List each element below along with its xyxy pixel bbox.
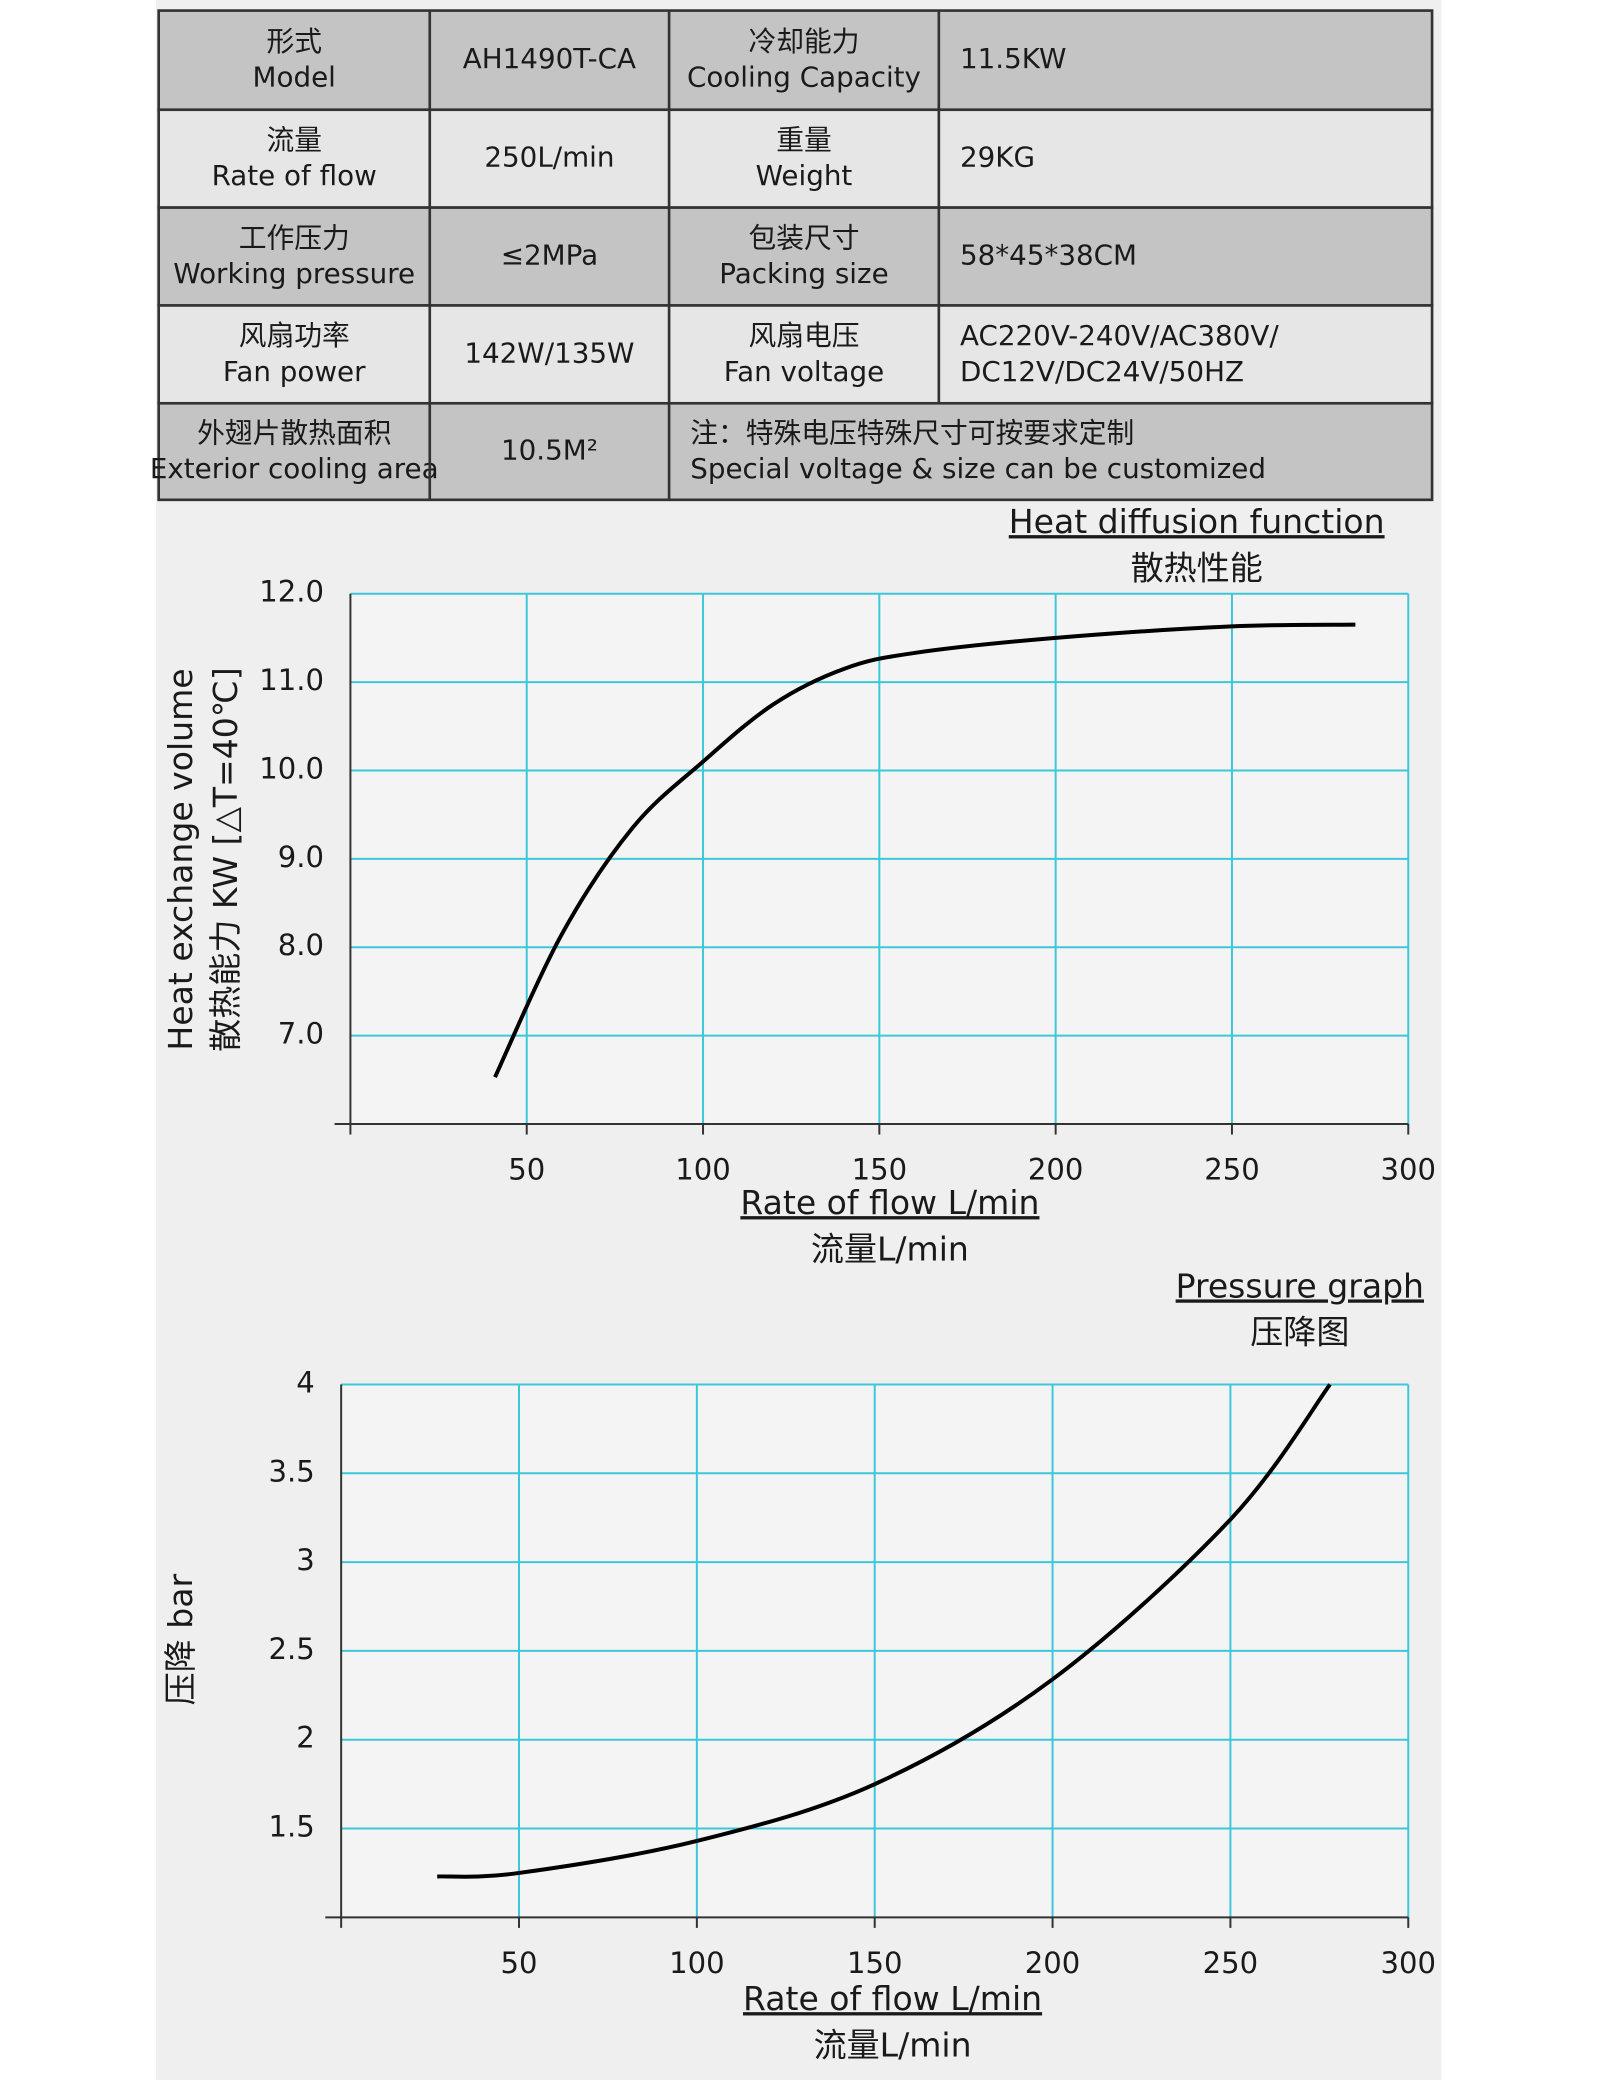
y-tick-label: 8.0	[278, 928, 324, 962]
y-axis-label-sub: 散热能力 KW [△T=40℃]	[206, 667, 245, 1052]
x-axis-label: Rate of flow L/min	[740, 1183, 1039, 1222]
table-cell: Rate of flow	[212, 159, 377, 192]
chart-subtitle: 散热性能	[1131, 548, 1263, 587]
series-line	[493, 622, 1356, 1078]
y-tick-label: 2	[296, 1721, 315, 1755]
table-cell: Exterior cooling area	[150, 452, 439, 485]
x-tick-label: 200	[1025, 1946, 1081, 1980]
table-cell: AC220V-240V/AC380V/	[960, 319, 1279, 352]
table-cell: Fan voltage	[724, 355, 885, 388]
chart-title: Heat diffusion function	[1009, 502, 1385, 541]
table-cell: 注：特殊电压特殊尺寸可按要求定制	[690, 416, 1134, 449]
table-cell: Fan power	[223, 355, 366, 388]
x-tick-label: 300	[1381, 1946, 1437, 1980]
table-cell: 重量	[776, 123, 832, 156]
table-cell: 形式	[266, 25, 322, 58]
table-cell: Working pressure	[173, 257, 415, 290]
table-cell: ≤2MPa	[501, 239, 598, 272]
y-tick-label: 10.0	[259, 751, 324, 785]
table-cell: Weight	[756, 159, 853, 192]
chart-title: Pressure graph	[1176, 1266, 1424, 1305]
y-tick-label: 9.0	[278, 840, 324, 874]
x-tick-label: 250	[1203, 1946, 1259, 1980]
series-line	[437, 1383, 1332, 1879]
table-cell: 外翅片散热面积	[197, 416, 391, 449]
table-row	[157, 401, 1434, 502]
y-tick-label: 11.0	[259, 663, 324, 697]
x-tick-label: 150	[852, 1153, 908, 1187]
y-tick-label: 1.5	[268, 1810, 314, 1844]
table-cell: DC12V/DC24V/50HZ	[960, 355, 1244, 388]
table-row	[157, 206, 1434, 307]
x-tick-label: 100	[675, 1153, 731, 1187]
x-axis-label: Rate of flow L/min	[743, 1979, 1042, 2018]
table-cell: 工作压力	[239, 221, 350, 254]
table-cell: 250L/min	[484, 141, 614, 174]
table-cell: Model	[253, 61, 336, 94]
x-tick-label: 50	[501, 1946, 538, 1980]
x-tick-label: 300	[1381, 1153, 1437, 1187]
table-cell: 流量	[266, 123, 322, 156]
table-cell: 142W/135W	[464, 336, 634, 369]
x-axis-label-sub: 流量L/min	[814, 2025, 972, 2064]
table-cell: 冷却能力	[748, 25, 859, 58]
y-axis-label: Heat exchange volume	[161, 668, 200, 1050]
y-tick-label: 3	[296, 1543, 315, 1577]
table-cell: 29KG	[960, 141, 1035, 174]
chart-subtitle: 压降图	[1250, 1313, 1349, 1352]
table-cell: Special voltage & size can be customized	[690, 452, 1266, 485]
table-row	[157, 304, 1434, 405]
y-tick-label: 7.0	[278, 1017, 324, 1051]
x-tick-label: 250	[1204, 1153, 1260, 1187]
x-axis-label-sub: 流量L/min	[811, 1229, 969, 1268]
table-cell: Packing size	[719, 257, 888, 290]
x-tick-label: 150	[847, 1946, 903, 1980]
table-cell: 10.5M²	[501, 434, 598, 467]
table-cell: 11.5KW	[960, 42, 1066, 75]
x-tick-label: 50	[508, 1153, 545, 1187]
y-axis-label: 压降 bar	[161, 1574, 200, 1706]
table-cell: 包装尺寸	[748, 221, 859, 254]
table-cell: 风扇电压	[748, 319, 859, 352]
y-tick-label: 4	[296, 1365, 315, 1399]
y-tick-label: 12.0	[259, 575, 324, 609]
y-tick-label: 3.5	[268, 1454, 314, 1488]
table-cell: Cooling Capacity	[687, 61, 921, 94]
x-tick-label: 100	[669, 1946, 725, 1980]
table-cell: AH1490T-CA	[463, 42, 636, 75]
table-cell: 58*45*38CM	[960, 239, 1137, 272]
table-cell: 风扇功率	[239, 319, 350, 352]
x-tick-label: 200	[1028, 1153, 1084, 1187]
y-tick-label: 2.5	[268, 1632, 314, 1666]
